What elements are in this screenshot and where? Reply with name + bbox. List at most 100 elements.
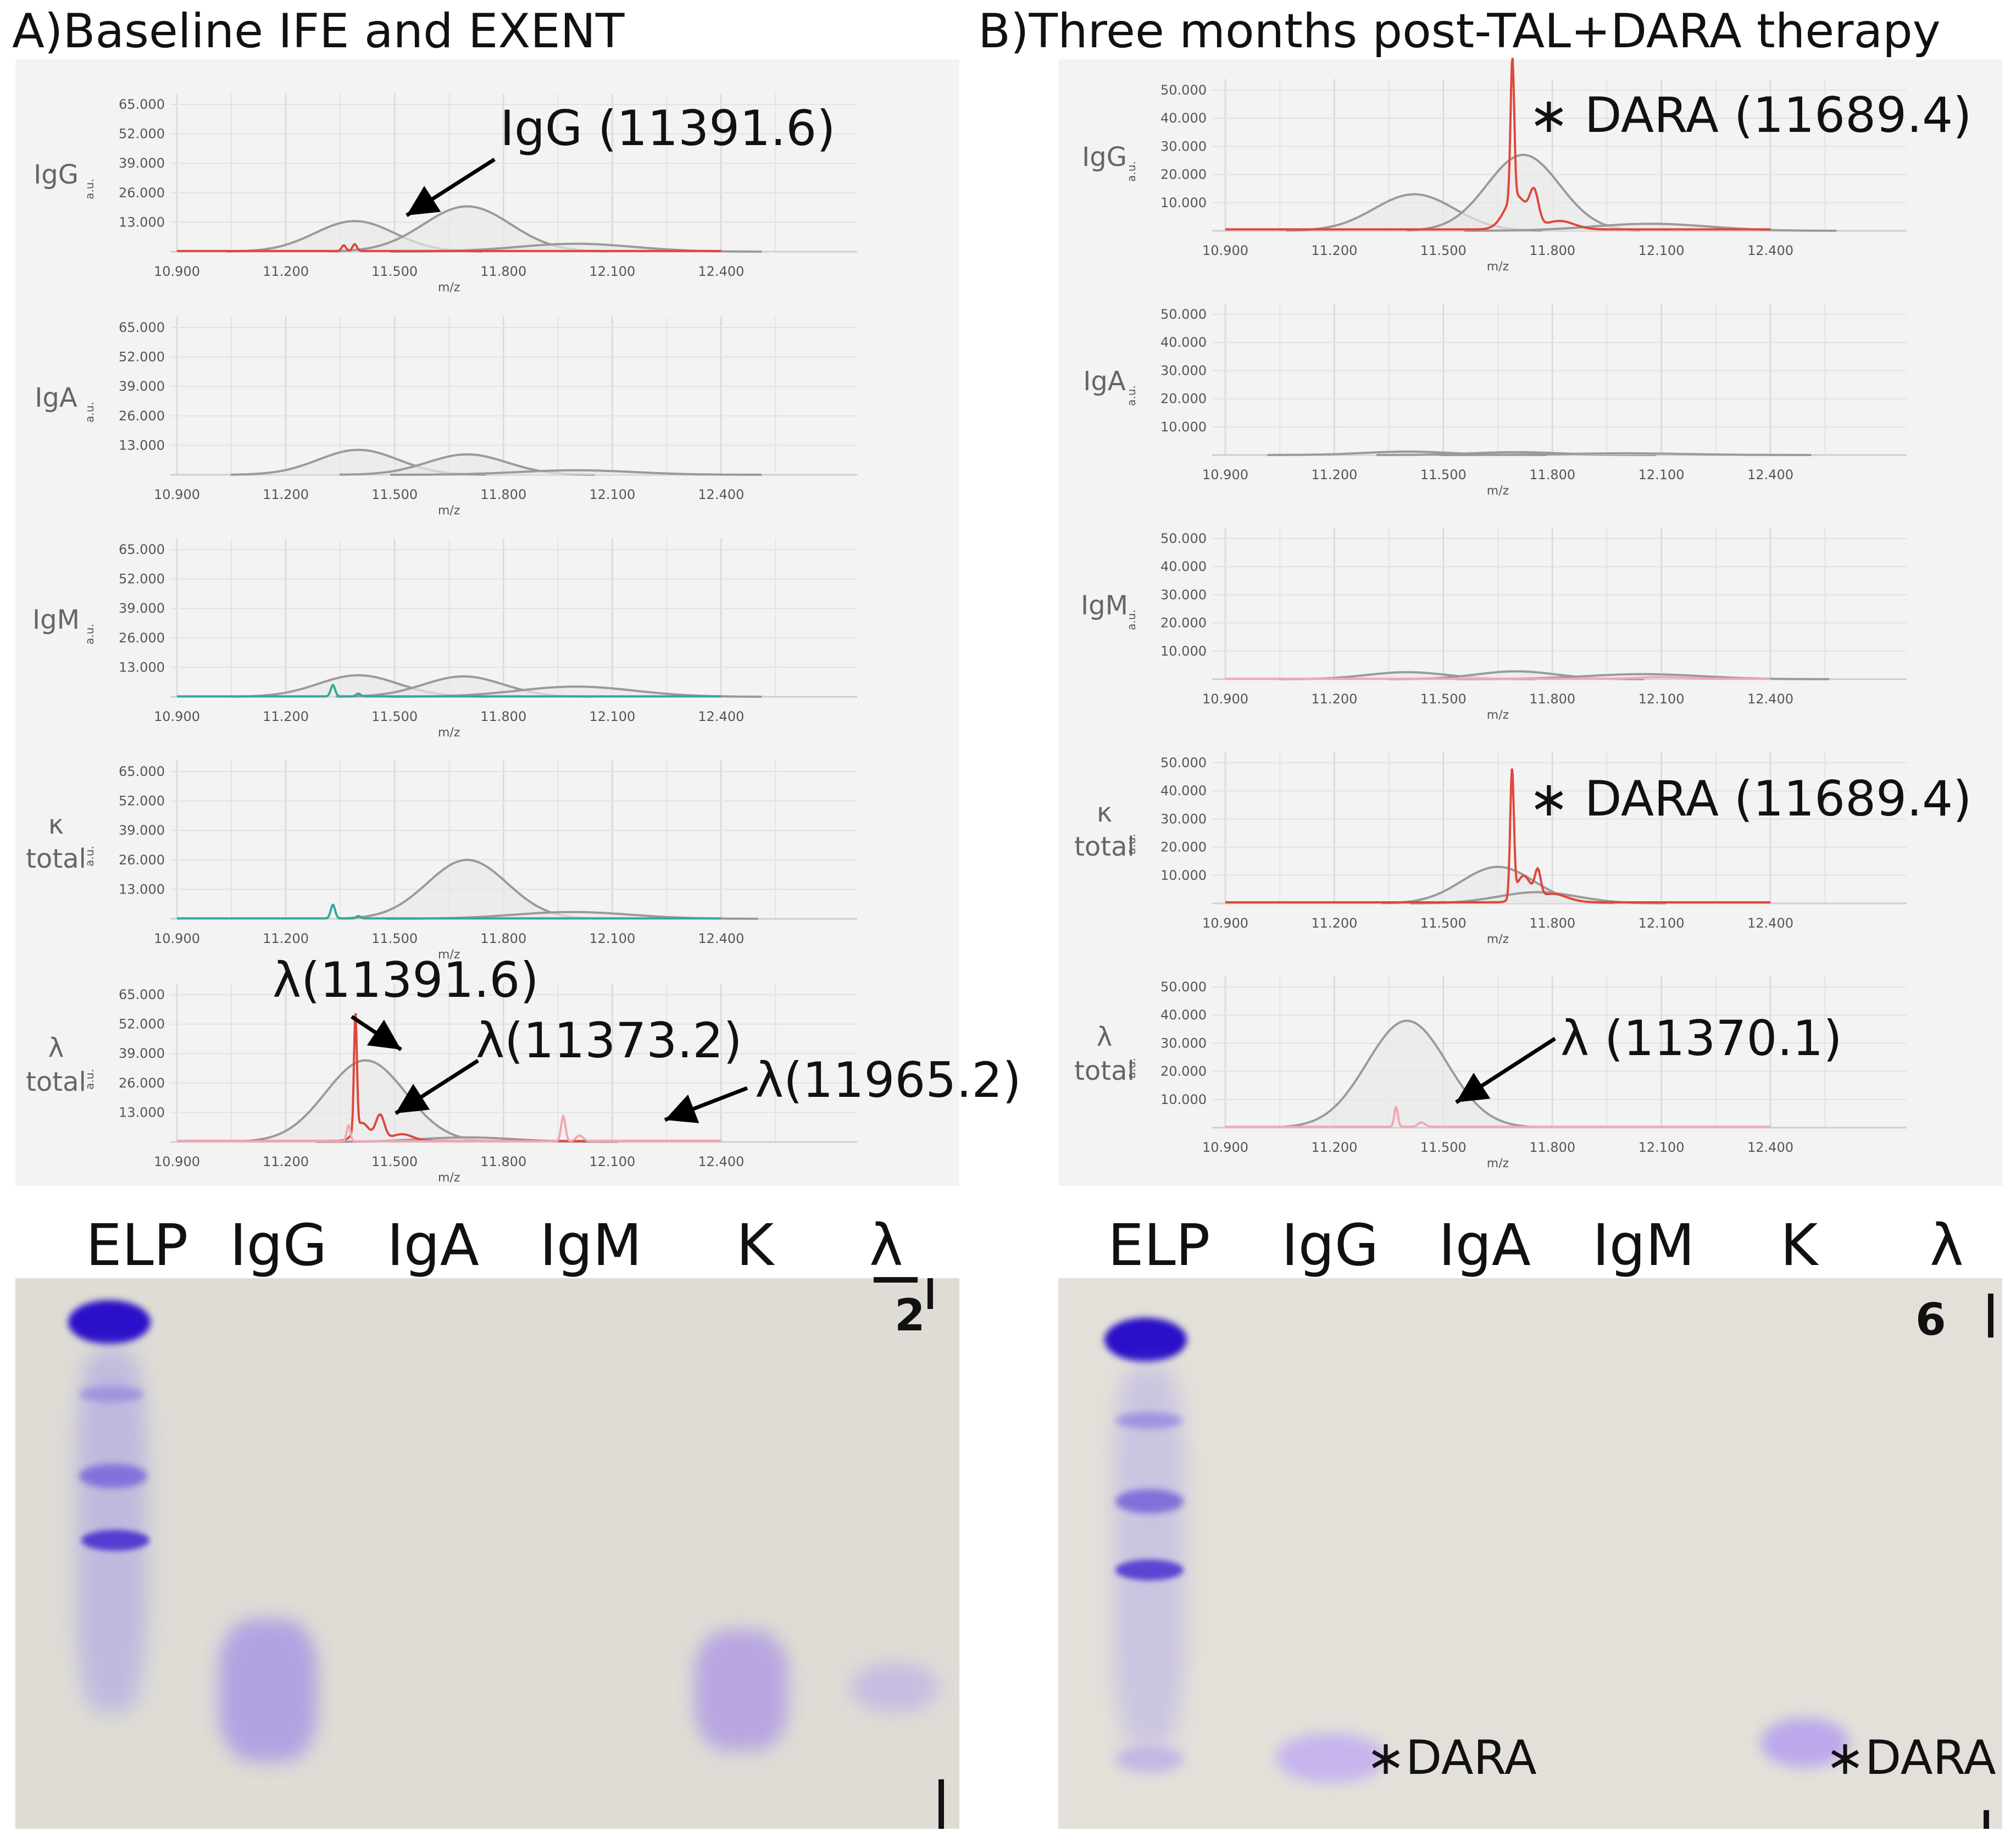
y-tick-label: 52.000 bbox=[119, 572, 165, 587]
y-tick-label: 39.000 bbox=[119, 379, 165, 394]
x-axis-title: m/z bbox=[438, 1171, 460, 1185]
y-axis-title: a.u. bbox=[1125, 1058, 1138, 1079]
y-tick-label: 65.000 bbox=[119, 764, 165, 779]
x-axis-title: m/z bbox=[438, 726, 460, 740]
y-tick-label: 10.000 bbox=[1160, 1092, 1207, 1107]
annotation-dara-igg: ∗ DARA (11689.4) bbox=[1529, 87, 1972, 143]
x-tick-label: 10.900 bbox=[1202, 1140, 1248, 1155]
y-axis-title: a.u. bbox=[83, 1069, 96, 1090]
y-tick-label: 20.000 bbox=[1160, 615, 1207, 631]
y-tick-label: 26.000 bbox=[119, 408, 165, 424]
x-tick-label: 11.200 bbox=[263, 1154, 309, 1169]
y-tick-label: 13.000 bbox=[119, 881, 165, 897]
x-tick-label: 11.200 bbox=[1311, 467, 1357, 482]
y-tick-label: 26.000 bbox=[119, 852, 165, 868]
x-tick-label: 11.200 bbox=[1311, 243, 1357, 258]
gel-b-k-band bbox=[1760, 1718, 1848, 1767]
gel-a-lane-igg: IgG bbox=[230, 1212, 327, 1279]
gray-peak-fill bbox=[237, 1060, 493, 1142]
y-tick-label: 10.000 bbox=[1160, 643, 1207, 659]
gel-a-corner-mark bbox=[928, 1278, 933, 1309]
x-tick-label: 12.100 bbox=[589, 931, 635, 946]
y-axis-title: a.u. bbox=[83, 846, 96, 867]
gel-b-bottom-mark bbox=[1984, 1810, 1989, 1829]
gel-a-elp-band-3 bbox=[81, 1530, 149, 1551]
x-tick-label: 11.500 bbox=[371, 487, 418, 502]
gel-b-lane-iga: IgA bbox=[1439, 1212, 1531, 1279]
x-tick-label: 12.400 bbox=[698, 931, 744, 946]
x-axis-title: m/z bbox=[438, 948, 460, 962]
gray-peak-curve bbox=[237, 1059, 493, 1143]
gel-b-elp-band-4 bbox=[1115, 1745, 1184, 1773]
arrow-lambda-11391-head bbox=[366, 1019, 401, 1050]
gel-a-lane-elp: ELP bbox=[86, 1212, 188, 1279]
annotation-lambda-11391: λ(11391.6) bbox=[273, 952, 539, 1008]
spectrum-trace-teal bbox=[177, 684, 721, 698]
y-tick-label: 30.000 bbox=[1160, 138, 1207, 154]
gray-peak-curve bbox=[1464, 223, 1837, 232]
gel-b-elp-band-2 bbox=[1115, 1489, 1184, 1513]
x-tick-label: 11.500 bbox=[371, 931, 418, 946]
x-tick-label: 10.900 bbox=[1202, 916, 1248, 931]
x-tick-label: 12.400 bbox=[698, 264, 744, 279]
y-tick-label: 30.000 bbox=[1160, 587, 1207, 602]
gel-b-elp-smear bbox=[1113, 1366, 1185, 1745]
gel-a-elp-band-1 bbox=[79, 1386, 144, 1402]
spectrum-trace-red bbox=[1225, 58, 1770, 231]
gel-a-plate-number: 2 bbox=[895, 1290, 925, 1341]
x-tick-label: 11.500 bbox=[1420, 691, 1467, 707]
gel-a-top-bracket bbox=[874, 1277, 918, 1283]
y-tick-label: 65.000 bbox=[119, 542, 165, 557]
spectrum-trace-pink bbox=[1225, 1105, 1770, 1128]
x-axis-title: m/z bbox=[438, 504, 460, 518]
row-label: κ bbox=[1097, 797, 1112, 828]
gray-peak-fill bbox=[1407, 154, 1640, 231]
annotation-igg-a: IgG (11391.6) bbox=[500, 100, 836, 157]
gray-peak-curve bbox=[1407, 153, 1640, 232]
gray-peak-curve bbox=[390, 469, 762, 476]
arrow-lambda-11370-head bbox=[1456, 1073, 1491, 1102]
y-axis-title: a.u. bbox=[83, 624, 96, 645]
y-tick-label: 13.000 bbox=[119, 659, 165, 675]
gel-b-dara-label-igg: ∗DARA bbox=[1366, 1730, 1537, 1785]
y-tick-label: 30.000 bbox=[1160, 363, 1207, 378]
row-label: λ bbox=[1097, 1022, 1112, 1052]
x-tick-label: 11.500 bbox=[1420, 916, 1467, 931]
y-tick-label: 40.000 bbox=[1160, 335, 1207, 350]
spectrum-trace-teal bbox=[177, 903, 721, 920]
gray-peak-fill bbox=[1279, 1020, 1535, 1127]
annotation-lambda-11965: λ(11965.2) bbox=[755, 1052, 1021, 1108]
y-axis-title: a.u. bbox=[1125, 834, 1138, 855]
y-tick-label: 40.000 bbox=[1160, 1007, 1207, 1023]
x-tick-label: 11.800 bbox=[480, 264, 526, 279]
y-axis-title: a.u. bbox=[1125, 161, 1138, 182]
gel-a-image: 2 bbox=[15, 1278, 959, 1829]
x-tick-label: 11.500 bbox=[1420, 467, 1467, 482]
x-axis-title: m/z bbox=[1487, 260, 1509, 274]
gray-peak-fill bbox=[339, 859, 595, 919]
row-label: IgG bbox=[1082, 142, 1127, 173]
x-tick-label: 10.900 bbox=[154, 1154, 200, 1169]
gel-a-k-smear bbox=[695, 1630, 788, 1751]
gel-b-elp-band-top bbox=[1104, 1318, 1187, 1362]
x-tick-label: 11.200 bbox=[263, 931, 309, 946]
y-tick-label: 65.000 bbox=[119, 320, 165, 335]
y-tick-label: 65.000 bbox=[119, 987, 165, 1002]
y-tick-label: 65.000 bbox=[119, 97, 165, 112]
gel-b-corner-mark bbox=[1988, 1294, 1993, 1338]
y-tick-label: 20.000 bbox=[1160, 167, 1207, 182]
x-tick-label: 12.400 bbox=[1747, 916, 1793, 931]
y-tick-label: 39.000 bbox=[119, 823, 165, 838]
y-tick-label: 50.000 bbox=[1160, 307, 1207, 322]
x-tick-label: 11.200 bbox=[263, 709, 309, 724]
x-tick-label: 11.800 bbox=[1529, 1140, 1575, 1155]
row-label: total bbox=[26, 1067, 86, 1097]
y-tick-label: 40.000 bbox=[1160, 559, 1207, 574]
x-tick-label: 11.800 bbox=[1529, 916, 1575, 931]
x-axis-title: m/z bbox=[1487, 484, 1509, 498]
gel-b-image: 6 ∗DARA ∗DARA bbox=[1058, 1278, 2002, 1829]
row-label: total bbox=[1074, 1056, 1135, 1086]
row-label: IgG bbox=[34, 159, 79, 190]
x-tick-label: 11.500 bbox=[1420, 243, 1467, 258]
x-tick-label: 11.200 bbox=[1311, 691, 1357, 707]
